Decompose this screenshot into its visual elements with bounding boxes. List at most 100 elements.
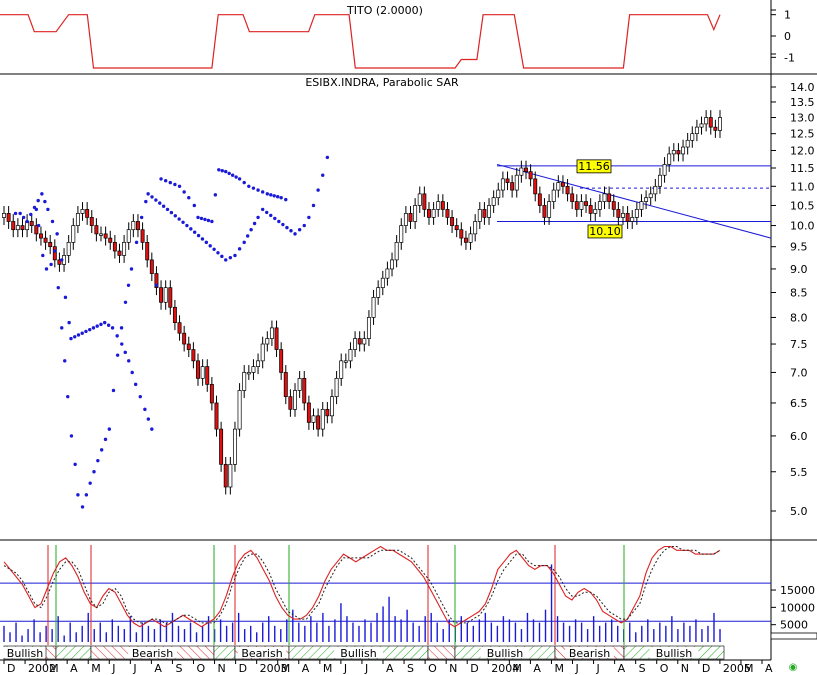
candle-up [380,277,385,289]
x-axis-label: O [197,662,206,675]
sar-dot-below [224,258,228,262]
candle-up [417,193,422,206]
band-label-bg [480,647,530,658]
sar-dot-below [185,223,189,228]
candle-down [625,213,630,222]
candle-down [182,332,187,345]
price-y-tick-label: 10.0 [790,220,815,233]
x-axis-label: S [639,662,646,675]
sar-dot-below [233,253,237,258]
sar-dot-below [265,210,269,215]
sar-dot-above [247,184,251,189]
sar-dot-below [204,240,209,245]
sar-dot-above [196,215,200,220]
sar-dot-below [44,267,49,271]
price-y-tick-label: 11.5 [790,162,815,175]
price-y-tick-label: 8.0 [790,311,808,324]
sar-dot-above [260,190,265,194]
candle-down [168,287,173,308]
candle-down [172,306,177,323]
sar-dot-below [177,217,181,221]
sar-dot-above [251,186,256,190]
sar-dot-below [69,434,74,438]
candle-up [630,217,635,222]
price-y-tick-label: 13.5 [790,96,815,109]
sar-dot-above [154,283,159,287]
candle-up [681,146,686,155]
sar-dot-below [96,458,100,463]
candle-up [339,360,344,379]
sar-dot-below [277,219,281,224]
sar-dot-below [316,188,320,192]
price-title: ESIBX.INDRA, Parabolic SAR [305,76,459,89]
x-axis-label: D [239,662,247,675]
sar-dot-below [173,214,177,218]
candle-up [648,193,653,199]
candle-down [510,182,515,191]
sar-dot-below [107,427,112,431]
band-label-bg [0,647,50,658]
candle-up [99,233,103,236]
sar-dot-above [237,177,242,181]
sar-dot-above [46,207,50,212]
sar-dot-below [297,227,302,232]
sar-dot-below [181,220,185,224]
candle-up [343,360,348,363]
x-axis-label: D [702,662,710,675]
candle-down [357,338,362,345]
candle-down [713,126,718,131]
sar-dot-below [212,247,216,251]
band-label-bg [565,647,614,658]
candle-up [671,150,676,155]
bearish-band [427,645,456,660]
sar-dot-above [230,173,235,177]
sar-dot-below [260,207,265,212]
candle-down [422,193,427,210]
price-y-tick-label: 5.0 [790,505,808,518]
candle-down [191,349,196,362]
x-axis-label: N [218,662,226,675]
sar-dot-below [289,229,293,233]
price-y-tick-label: 7.5 [790,338,808,351]
sar-dot-above [143,407,147,412]
x-axis-label: M [91,662,101,675]
candle-down [205,366,210,385]
x-axis-label: A [70,662,78,675]
candle-down [584,201,589,206]
sar-dot-below [189,227,193,231]
sar-dot-below [245,234,250,238]
bullish-band [55,645,92,660]
x-axis-label: A [765,662,773,675]
volume-bars [3,564,721,642]
sar-dot-below [325,155,330,160]
x-axis-label: M [49,662,59,675]
sar-dot-above [63,295,68,300]
band-label-bg [649,647,699,658]
sar-dot-below [252,221,257,226]
candle-up [15,225,20,231]
candle-up [80,209,85,214]
candle-down [274,327,279,350]
sar-dot-below [281,222,285,227]
sar-dot-below [293,232,297,236]
trend-band-row: Bullish Bearish Bearish Bullish Bullish Beari… [0,645,725,660]
sar-dot-below [161,204,166,208]
x-axis-label: D [7,662,15,675]
candle-down [209,384,214,404]
sar-dot-above [80,331,84,335]
sar-dot-below [129,267,134,271]
band-label: Bearish [132,647,173,660]
sar-dot-above [88,327,92,332]
candle-up [246,372,251,375]
sar-dot-above [25,219,29,224]
candle-up [334,378,339,398]
sar-dot-above [95,324,99,328]
candle-up [653,185,658,195]
candle-up [496,189,501,199]
scrollbar-thumb[interactable] [770,632,817,640]
sar-dot-below [103,437,108,442]
sar-dot-below [146,192,150,196]
